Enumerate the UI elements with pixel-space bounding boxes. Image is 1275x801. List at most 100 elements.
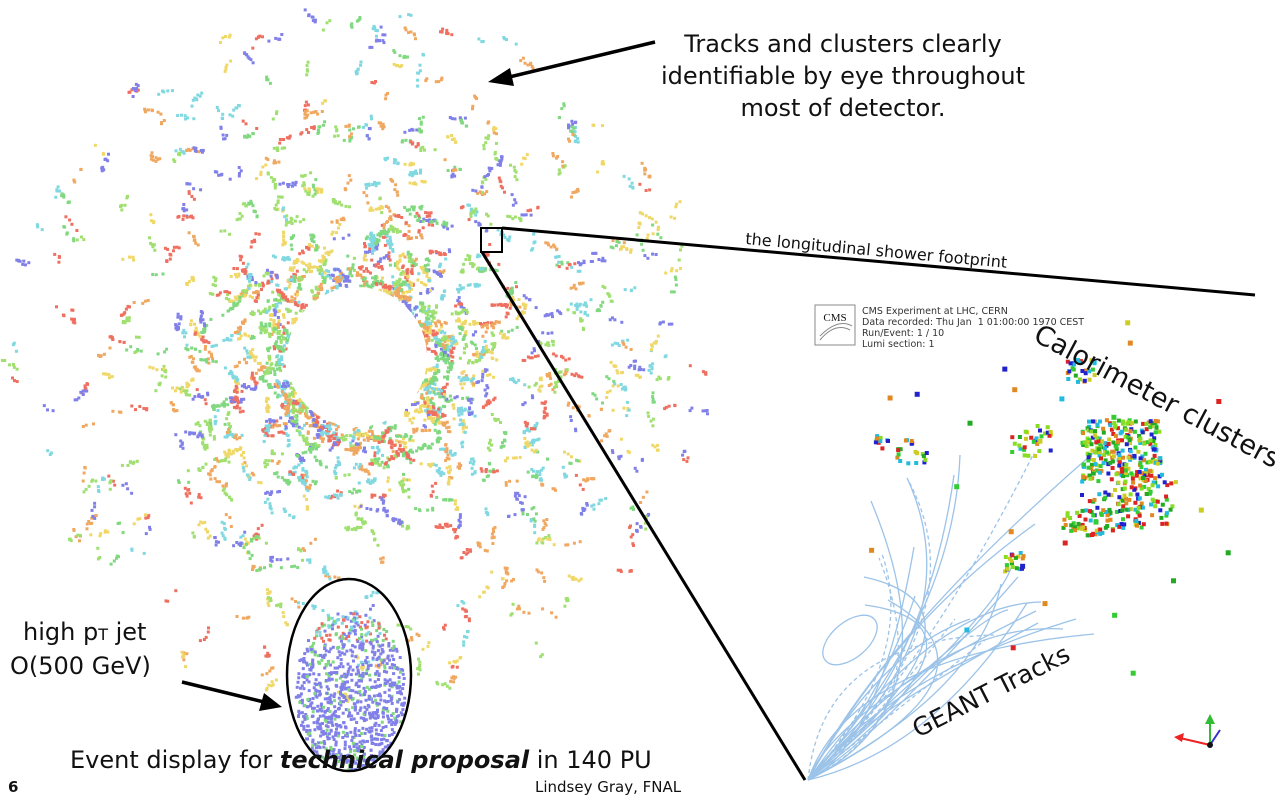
hit (406, 455, 409, 458)
hit (670, 323, 673, 326)
hit (428, 223, 431, 226)
hit (467, 361, 470, 364)
hit (405, 283, 408, 286)
hit (277, 38, 280, 41)
hit (119, 205, 122, 208)
hit (323, 281, 326, 284)
hit (242, 289, 245, 292)
hit (287, 308, 290, 311)
hit (533, 531, 536, 534)
hit (418, 117, 421, 120)
hit (80, 236, 83, 239)
hit (209, 535, 212, 538)
hit (357, 437, 360, 440)
hit (435, 345, 438, 348)
hit (425, 219, 428, 222)
hit (333, 576, 336, 579)
hit (617, 455, 620, 458)
hit (482, 268, 485, 271)
hit (222, 134, 225, 137)
hit (260, 326, 263, 329)
hit (251, 240, 254, 243)
hit (451, 666, 454, 669)
hit (142, 407, 145, 410)
hit (495, 142, 498, 145)
hit (453, 347, 456, 350)
hit (568, 357, 571, 360)
hit (668, 405, 671, 408)
hit (633, 286, 636, 289)
hit (441, 28, 444, 31)
hit (376, 437, 379, 440)
hit (185, 492, 188, 495)
hit (277, 336, 280, 339)
hit (492, 326, 495, 329)
hit (313, 297, 316, 300)
hit (310, 266, 313, 269)
hit (440, 348, 443, 351)
hit (304, 8, 307, 11)
hit (322, 609, 325, 612)
hit (328, 424, 331, 427)
hit (158, 157, 161, 160)
hit (522, 513, 525, 516)
hit (245, 349, 248, 352)
hit (254, 386, 257, 389)
hit (422, 116, 425, 119)
hit (468, 218, 471, 221)
hit (536, 438, 539, 441)
hit (141, 302, 144, 305)
hit (291, 391, 294, 394)
hit (555, 616, 558, 619)
hit (425, 392, 428, 395)
hit (573, 542, 576, 545)
hit (330, 221, 333, 224)
hit (189, 149, 192, 152)
hit (366, 434, 369, 437)
hit (249, 312, 252, 315)
hit (238, 300, 241, 303)
hit (278, 367, 281, 370)
hit (504, 236, 507, 239)
hit (217, 293, 220, 296)
hit (444, 253, 447, 256)
hit (155, 273, 158, 276)
hit (296, 419, 299, 422)
hit (469, 323, 472, 326)
hit (196, 388, 199, 391)
hit (84, 387, 87, 390)
hit (365, 187, 368, 190)
hit (534, 475, 537, 478)
hit (349, 434, 352, 437)
hit (245, 53, 248, 56)
hit (431, 387, 434, 390)
hit (259, 377, 262, 380)
hit (210, 470, 213, 473)
hit (351, 492, 354, 495)
hit (269, 505, 272, 508)
hit (490, 444, 493, 447)
hit (655, 221, 658, 224)
hit (364, 245, 367, 248)
hit (236, 267, 239, 270)
hit (530, 519, 533, 522)
hit (541, 653, 544, 656)
hit (261, 35, 264, 38)
hit (281, 390, 284, 393)
hit (85, 488, 88, 491)
hit (457, 291, 460, 294)
hit (212, 345, 215, 348)
hit (427, 447, 430, 450)
hit (459, 284, 462, 287)
hit (650, 348, 653, 351)
hit (372, 532, 375, 535)
hit (474, 470, 477, 473)
hit (416, 72, 419, 75)
hit (670, 216, 673, 219)
hit (229, 60, 232, 63)
hit (294, 600, 297, 603)
hit (324, 272, 327, 275)
hit (430, 211, 433, 214)
hit (267, 300, 270, 303)
hit (475, 360, 478, 363)
